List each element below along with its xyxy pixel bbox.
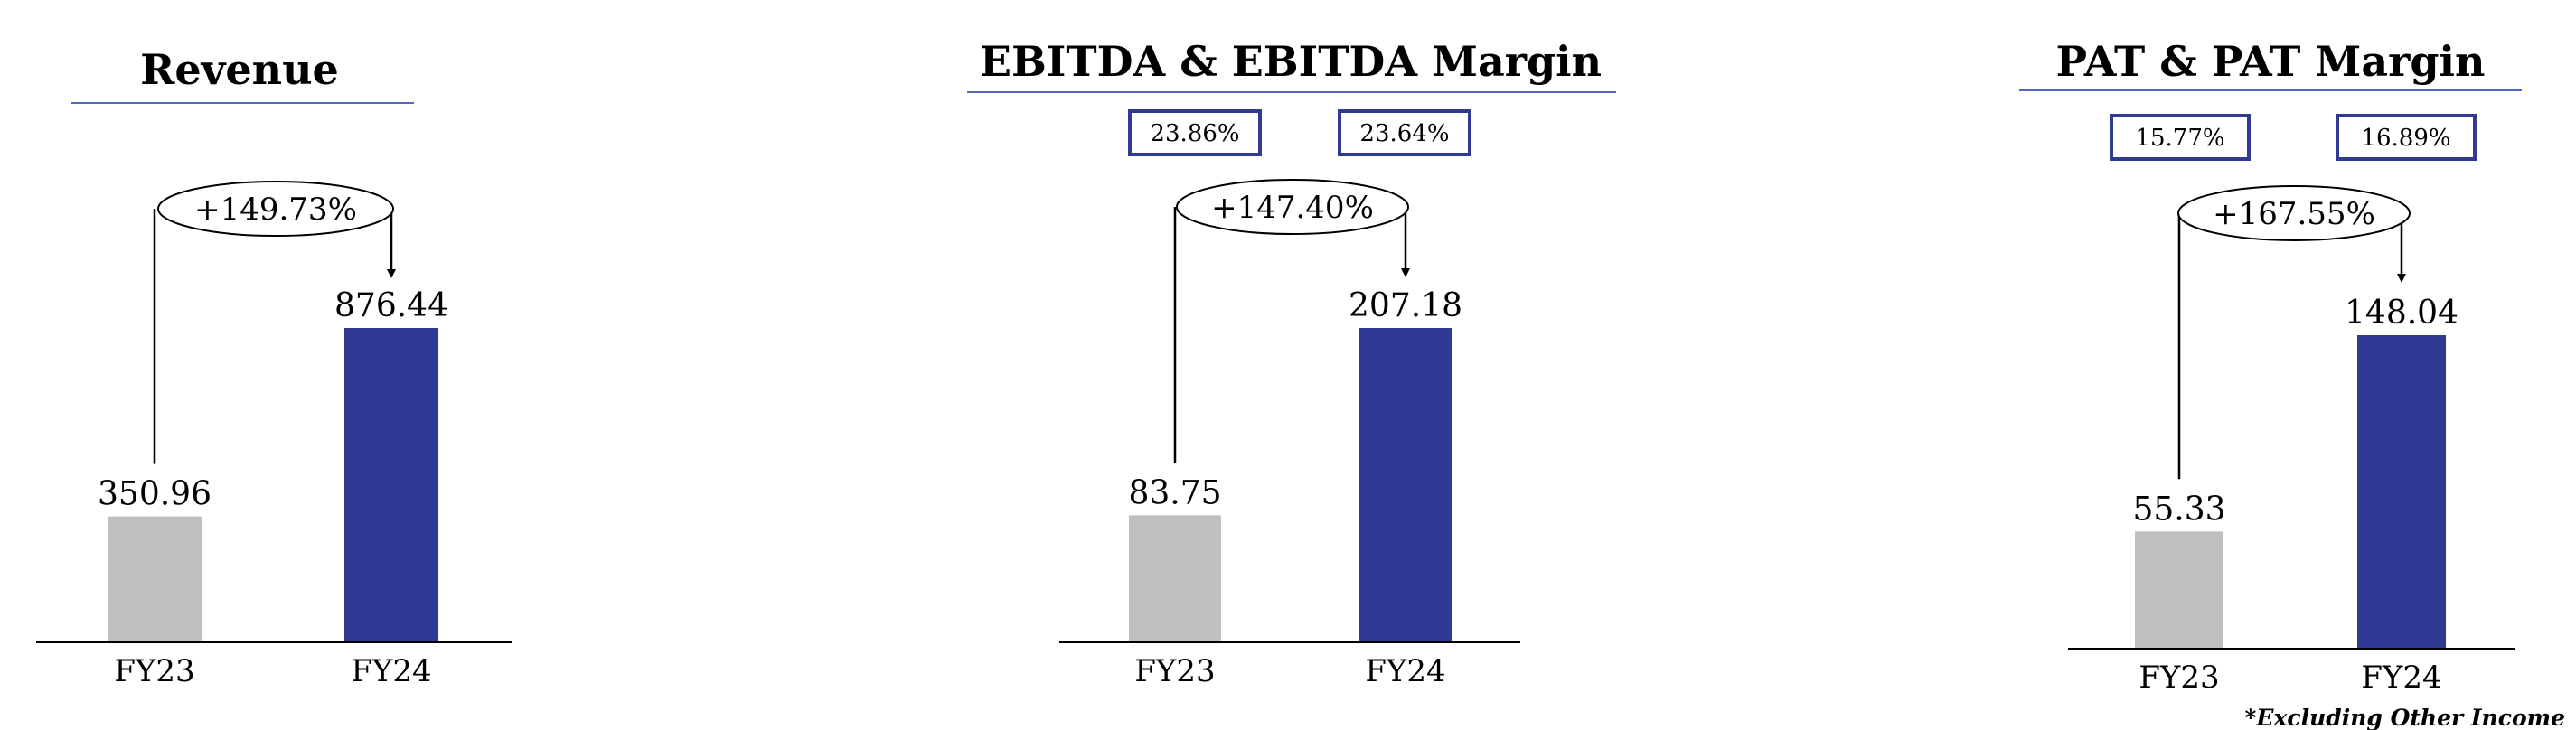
x-tick-label: FY24 xyxy=(351,653,431,689)
growth-label: +167.55% xyxy=(2213,196,2375,232)
growth-label: +147.40% xyxy=(1211,190,1374,226)
margin-box xyxy=(2110,114,2251,161)
chart-panel-1: Revenue 350.96 FY23 876.44 FY24 +149.73% xyxy=(36,45,512,689)
bar-fy24 xyxy=(2357,335,2446,649)
bar-fy23 xyxy=(1129,515,1221,642)
bar-fy23 xyxy=(108,516,202,642)
margin-box xyxy=(2336,114,2477,161)
value-label: 207.18 xyxy=(1349,287,1462,324)
bar-fy24 xyxy=(1359,328,1452,642)
value-label: 148.04 xyxy=(2345,295,2458,332)
chart-title: EBITDA & EBITDA Margin xyxy=(980,37,1602,86)
x-tick-label: FY23 xyxy=(1134,653,1215,689)
margin-label: 15.77% xyxy=(2135,125,2224,152)
footnote: *Excluding Other Income xyxy=(2244,705,2565,730)
chart-panel-3: PAT & PAT Margin 55.33 FY23 148.04 FY24 +167.… xyxy=(2019,37,2522,696)
value-label: 55.33 xyxy=(2132,491,2225,528)
value-label: 83.75 xyxy=(1128,474,1221,511)
x-tick-label: FY23 xyxy=(2139,660,2219,696)
chart-title: Revenue xyxy=(140,45,339,94)
growth-oval xyxy=(157,181,394,237)
bar-fy23 xyxy=(2135,531,2223,649)
margin-label: 16.89% xyxy=(2361,125,2450,152)
margin-label: 23.86% xyxy=(1150,120,1239,147)
margin-box xyxy=(1338,109,1471,156)
x-tick-label: FY23 xyxy=(114,653,194,689)
margin-label: 23.64% xyxy=(1359,120,1449,147)
chart-panel-2: EBITDA & EBITDA Margin 83.75 FY23 207.18 FY2… xyxy=(967,37,1616,689)
growth-oval xyxy=(1176,179,1409,235)
value-label: 350.96 xyxy=(98,476,212,513)
bar-fy24 xyxy=(344,328,438,642)
value-label: 876.44 xyxy=(334,287,448,324)
growth-oval xyxy=(2177,185,2411,241)
x-tick-label: FY24 xyxy=(2361,660,2441,696)
margin-box xyxy=(1128,109,1262,156)
chart-title: PAT & PAT Margin xyxy=(2056,37,2486,86)
x-tick-label: FY24 xyxy=(1365,653,1445,689)
growth-label: +149.73% xyxy=(194,192,357,228)
